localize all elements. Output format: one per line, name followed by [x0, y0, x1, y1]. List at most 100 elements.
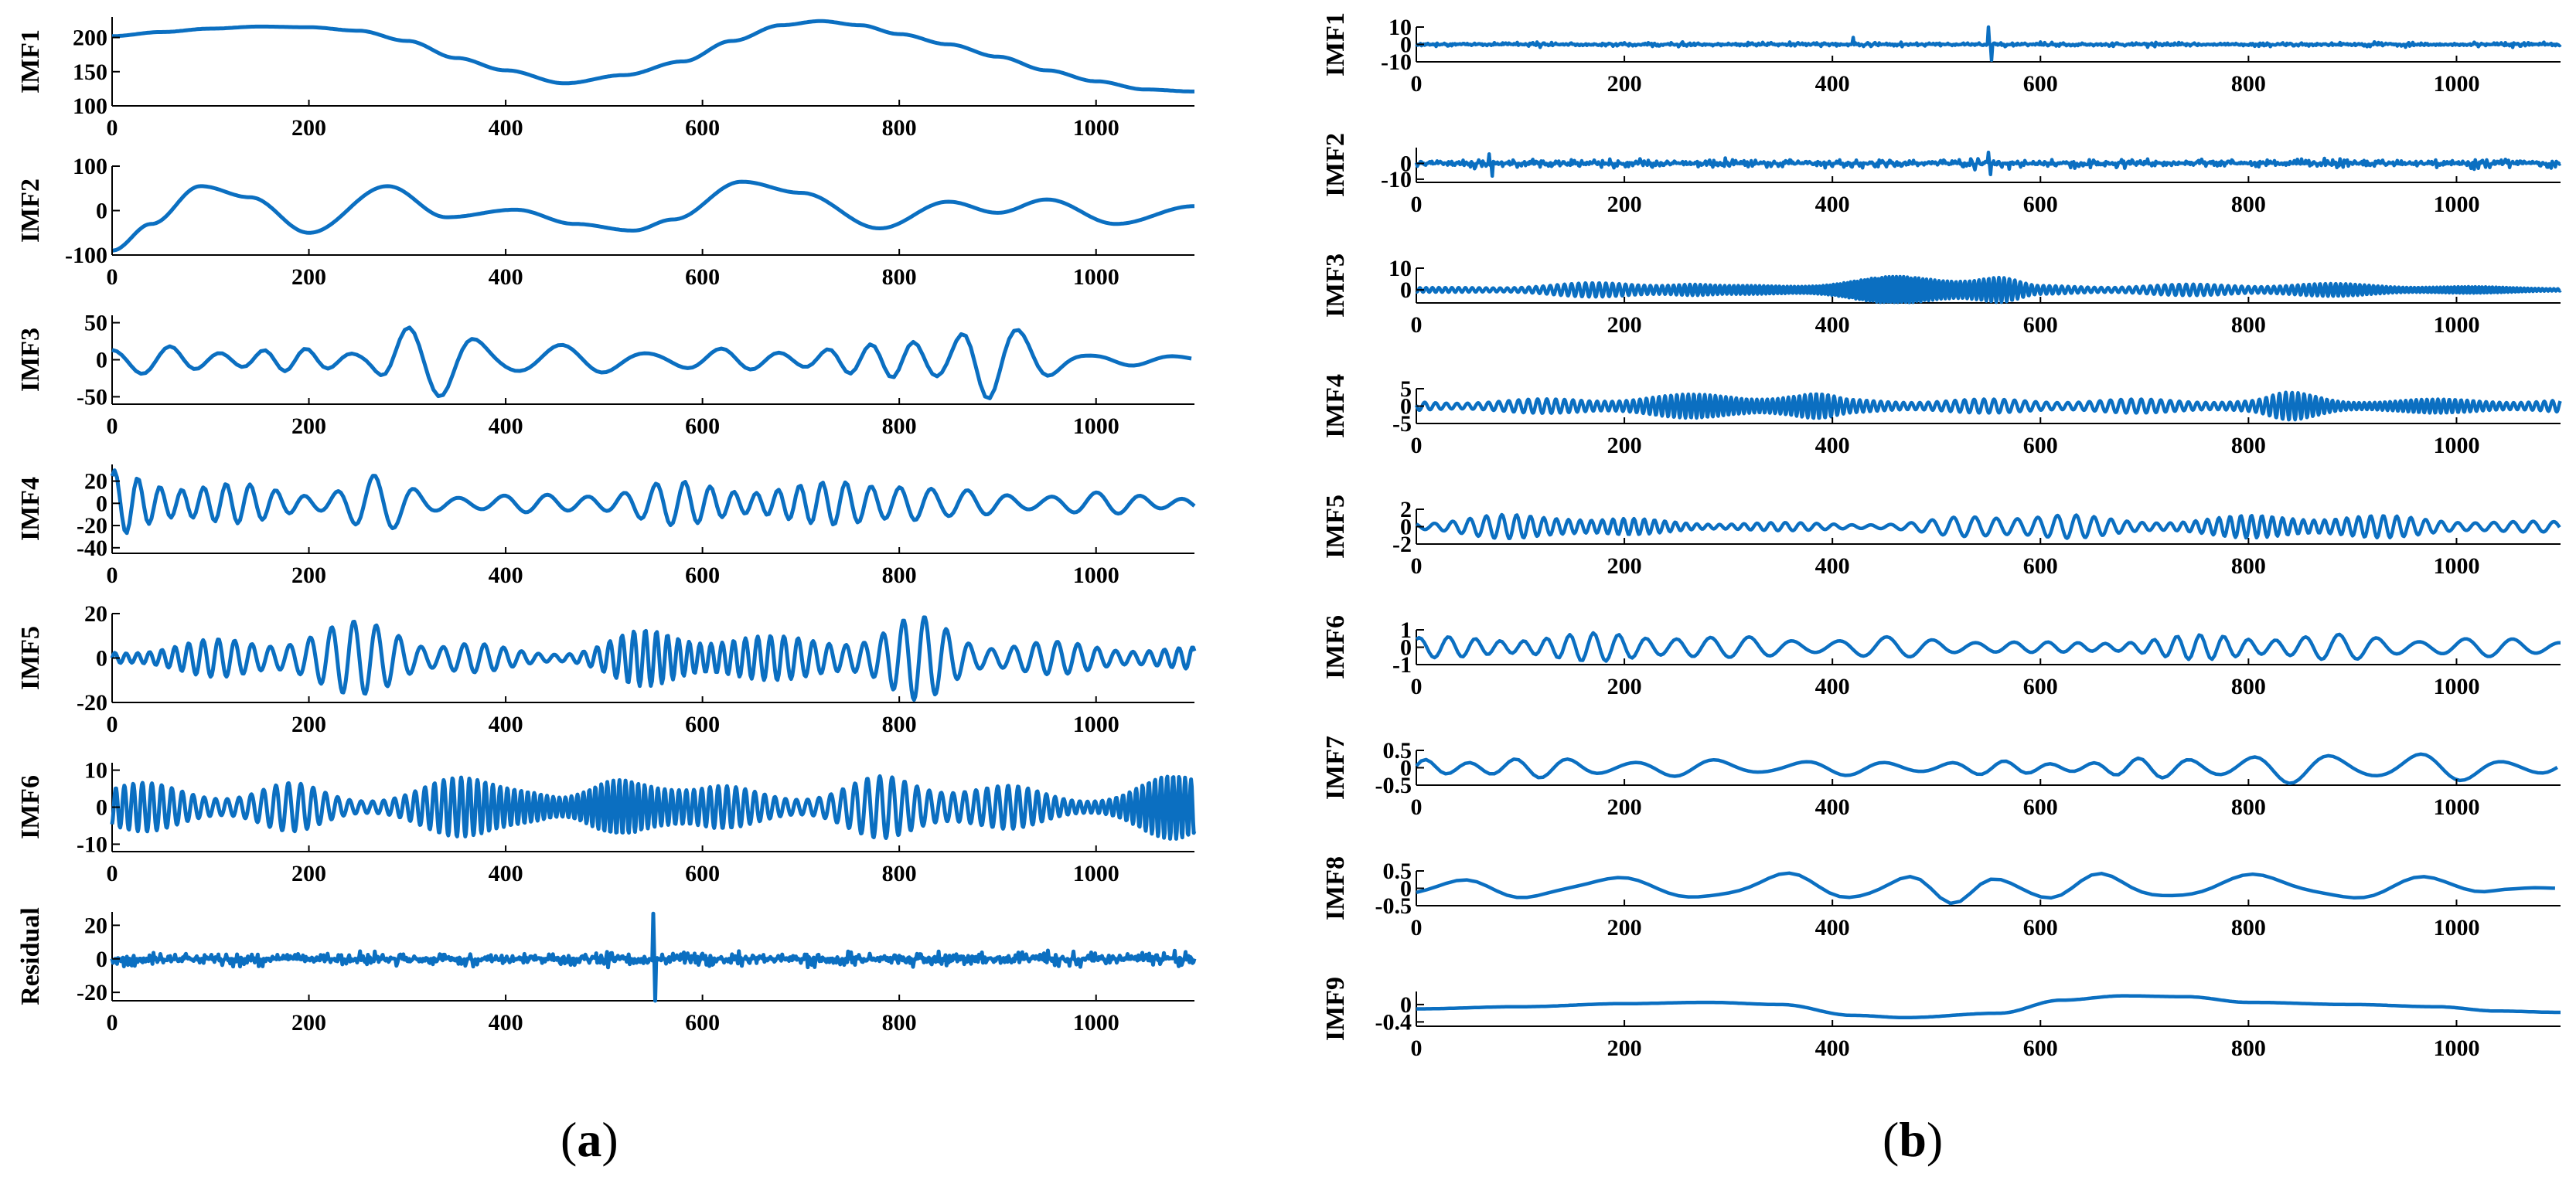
x-tick-label: 1000	[1073, 563, 1119, 588]
x-tick-label: 600	[685, 712, 720, 737]
x-tick-label: 200	[291, 264, 326, 290]
x-tick-label: 800	[882, 712, 917, 737]
y-tick-label: -5	[1392, 411, 1412, 437]
x-tick-label: 400	[489, 712, 523, 737]
x-tick-label: 200	[1607, 312, 1642, 338]
x-tick-label: 200	[291, 1010, 326, 1036]
x-tick-label: 400	[489, 1010, 523, 1036]
y-tick-label: 20	[84, 601, 107, 627]
y-tick-label: -0.5	[1375, 773, 1412, 798]
x-tick-label: 600	[685, 115, 720, 141]
y-tick-label: -50	[77, 384, 107, 410]
x-tick-label: 0	[107, 861, 118, 886]
y-tick-label: 0	[1400, 756, 1412, 781]
x-tick-label: 200	[1607, 553, 1642, 579]
x-tick-label: 0	[1411, 674, 1423, 699]
x-tick-label: 800	[2231, 1036, 2266, 1061]
series-line-imf6	[1415, 631, 2561, 663]
y-tick-label: 100	[73, 154, 107, 179]
y-tick-label: -10	[1381, 49, 1412, 75]
x-tick-label: 800	[2231, 794, 2266, 820]
x-tick-label: 800	[882, 264, 917, 290]
x-tick-label: 400	[1815, 794, 1850, 820]
x-tick-label: 1000	[2433, 433, 2479, 458]
subplot-b-imf9: -0.40 0 200 400 600 800 1000 IMF9	[1321, 977, 2561, 1061]
y-tick-label: 0	[1400, 394, 1412, 420]
caption-b: (b)	[1883, 1112, 1944, 1167]
x-tick-label: 400	[489, 413, 523, 439]
x-tick-label: 200	[1607, 192, 1642, 217]
y-tick-label: 50	[84, 311, 107, 336]
x-tick-label: 600	[2023, 553, 2058, 579]
y-tick-label: 10	[1389, 15, 1412, 40]
series-line-imf1	[111, 19, 1194, 94]
y-axis-label: IMF3	[16, 328, 45, 392]
y-tick-label: 0	[96, 348, 107, 373]
y-tick-label: 0	[1400, 992, 1412, 1018]
x-tick-label: 1000	[1073, 861, 1119, 886]
y-axis-label: IMF3	[1321, 253, 1350, 318]
y-tick-label: 0	[1400, 876, 1412, 902]
x-tick-label: 400	[1815, 433, 1850, 458]
y-axis-label: IMF6	[1321, 615, 1350, 679]
x-tick-label: 0	[107, 413, 118, 439]
y-tick-label: -20	[77, 513, 107, 539]
series-line-imf2	[1414, 150, 2562, 179]
x-tick-label: 0	[1411, 1036, 1423, 1061]
y-tick-label: 0	[96, 646, 107, 672]
subplot-a-imf1: 100 150 200 0 200 400 600 800 1000 IMF1	[16, 17, 1194, 141]
series-line-imf2	[111, 179, 1194, 253]
x-tick-label: 600	[685, 861, 720, 886]
x-tick-label: 0	[107, 115, 118, 141]
y-tick-label: -20	[77, 690, 107, 716]
x-tick-label: 200	[1607, 1036, 1642, 1061]
y-tick-label: 10	[1389, 256, 1412, 281]
y-axis-label: IMF2	[16, 179, 45, 243]
x-tick-label: 200	[1607, 674, 1642, 699]
y-tick-label: -0.5	[1375, 893, 1412, 919]
x-tick-label: 0	[1411, 192, 1423, 217]
y-tick-label: 20	[84, 469, 107, 495]
y-tick-label: -20	[77, 980, 107, 1005]
y-axis-label: Residual	[16, 907, 45, 1005]
y-tick-label: -10	[77, 832, 107, 857]
x-tick-label: 200	[1607, 915, 1642, 940]
y-tick-label: 20	[84, 913, 107, 938]
x-tick-label: 400	[489, 563, 523, 588]
y-tick-label: 10	[84, 758, 107, 784]
x-tick-label: 600	[685, 264, 720, 290]
x-tick-label: 1000	[2433, 312, 2479, 338]
series-line-imf5	[110, 615, 1197, 702]
x-tick-label: 600	[2023, 192, 2058, 217]
x-tick-label: 200	[1607, 71, 1642, 97]
y-tick-label: 0	[96, 199, 107, 224]
x-tick-label: 1000	[2433, 71, 2479, 97]
series-line-imf8	[1416, 871, 2555, 906]
x-tick-label: 0	[1411, 915, 1423, 940]
y-tick-label: 0	[1400, 515, 1412, 540]
x-tick-label: 1000	[2433, 192, 2479, 217]
y-tick-label: 0.5	[1383, 859, 1412, 884]
y-axis-label: IMF9	[1321, 977, 1350, 1041]
y-axis-label: IMF6	[16, 775, 45, 839]
series-line-imf3	[111, 325, 1192, 400]
x-tick-label: 0	[1411, 312, 1423, 338]
y-tick-label: 0	[1400, 277, 1412, 303]
x-tick-label: 400	[1815, 674, 1850, 699]
x-tick-label: 200	[1607, 794, 1642, 820]
x-tick-label: 800	[882, 413, 917, 439]
caption-a: (a)	[561, 1112, 618, 1167]
x-tick-label: 400	[1815, 553, 1850, 579]
x-tick-label: 800	[882, 861, 917, 886]
x-tick-label: 600	[2023, 915, 2058, 940]
x-tick-label: 800	[882, 115, 917, 141]
